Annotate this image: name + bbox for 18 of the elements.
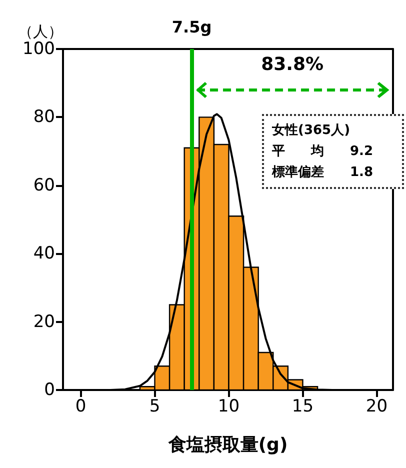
y-tick-label: 60 — [33, 175, 55, 196]
x-tick-label: 0 — [75, 396, 86, 416]
x-tick-label: 10 — [218, 396, 240, 416]
annotation: 女性(365人) — [272, 122, 352, 140]
x-tick-label: 5 — [149, 396, 160, 416]
y-tick-label: 20 — [33, 312, 55, 332]
y-tick-label: 100 — [22, 39, 55, 59]
y-tick-label: 0 — [44, 380, 55, 400]
x-axis-title: 食塩摂取量(g) — [167, 434, 288, 456]
y-axis-title: （人） — [18, 22, 63, 40]
x-tick-label: 15 — [292, 396, 314, 416]
ref-line-label: 7.5g — [172, 18, 212, 36]
x-tick-label: 20 — [366, 396, 388, 416]
y-tick-label: 40 — [33, 244, 55, 264]
annotation: 標準偏差 1.8 — [272, 164, 374, 182]
annotation: 平 均 9.2 — [272, 143, 374, 161]
y-tick-label: 80 — [33, 107, 55, 128]
annotation: 83.8% — [260, 54, 325, 75]
